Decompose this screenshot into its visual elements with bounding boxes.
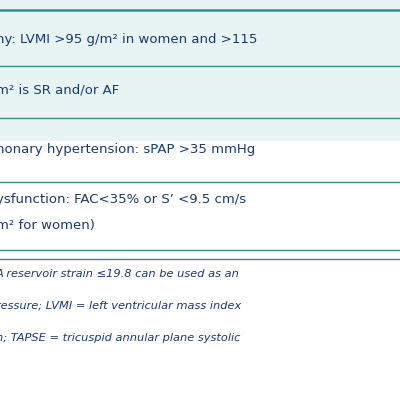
Text: ressure; LVMI = left ventricular mass index: ressure; LVMI = left ventricular mass in… xyxy=(0,301,241,311)
Bar xyxy=(0,0,400,141)
Text: nonary hypertension: sPAP >35 mmHg: nonary hypertension: sPAP >35 mmHg xyxy=(0,144,255,156)
Text: ysfunction: FAC<35% or S’ <9.5 cm/s: ysfunction: FAC<35% or S’ <9.5 cm/s xyxy=(0,194,246,206)
Text: m² for women): m² for women) xyxy=(0,220,95,232)
Text: m² is SR and/or AF: m² is SR and/or AF xyxy=(0,84,119,96)
Text: A reservoir strain ≤19.8 can be used as an: A reservoir strain ≤19.8 can be used as … xyxy=(0,269,240,279)
Text: n; TAPSE = tricuspid annular plane systolic: n; TAPSE = tricuspid annular plane systo… xyxy=(0,333,240,343)
Text: hy: LVMI >95 g/m² in women and >115: hy: LVMI >95 g/m² in women and >115 xyxy=(0,34,257,46)
